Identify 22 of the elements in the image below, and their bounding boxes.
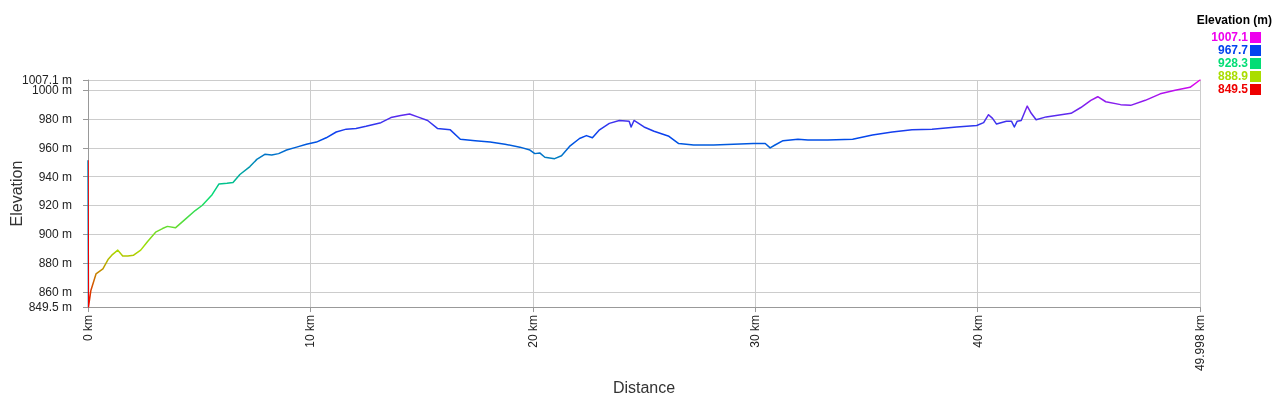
color-bar-label: 928.3 <box>1217 56 1249 70</box>
x-tick-label: 10 km <box>303 315 318 348</box>
color-bar-label: 888.9 <box>1217 69 1249 83</box>
x-tick-label: 20 km <box>525 315 540 348</box>
color-bar-title: Elevation (m) <box>1196 13 1273 27</box>
x-tick-label: 0 km <box>81 315 95 342</box>
y-tick-label: 920 m <box>38 198 72 213</box>
y-tick-label: 880 m <box>38 256 72 271</box>
x-tick-label: 30 km <box>748 315 763 348</box>
y-tick-label: 980 m <box>38 112 72 127</box>
y-tick-label: 860 m <box>38 284 72 299</box>
y-tick-label: 940 m <box>38 169 72 184</box>
color-bar-label: 1007.1 <box>1211 30 1249 44</box>
y-tick-label: 960 m <box>38 140 72 155</box>
color-bar-label: 849.5 <box>1217 82 1249 96</box>
x-axis-title: Distance <box>612 378 676 396</box>
color-bar-label: 967.7 <box>1217 43 1249 57</box>
x-tick-label: 49.998 km <box>1193 315 1207 372</box>
y-tick-label: 900 m <box>38 227 72 242</box>
y-axis-title: Elevation <box>7 160 25 227</box>
y-tick-label: 849.5 m <box>28 300 72 315</box>
x-tick-label: 40 km <box>970 315 985 348</box>
